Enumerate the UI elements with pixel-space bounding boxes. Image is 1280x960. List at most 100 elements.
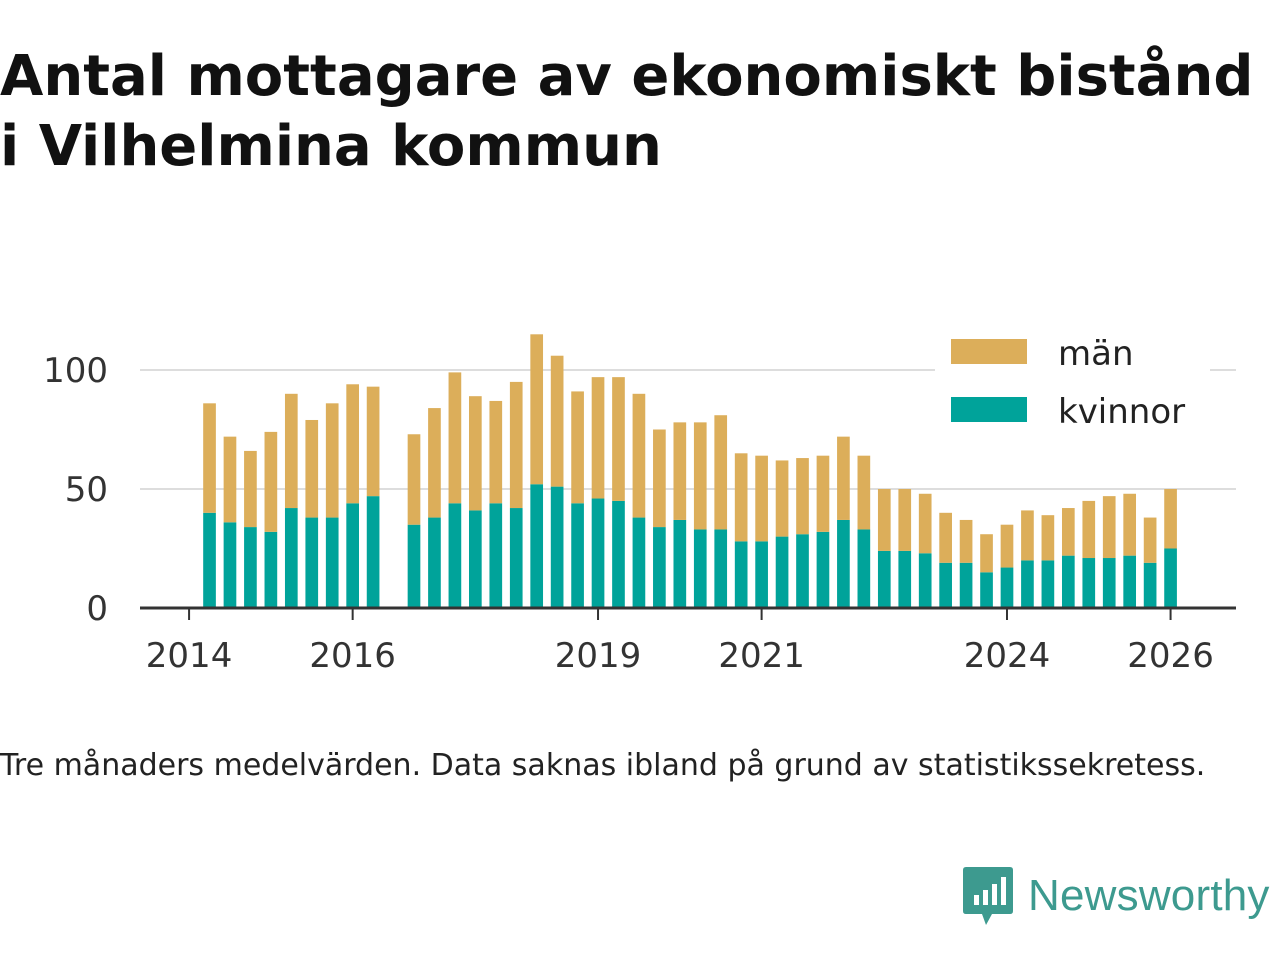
bar-man-20 <box>591 377 605 499</box>
x-tick-label-2024: 2024 <box>964 636 1051 676</box>
bar-kvinnor-37 <box>939 562 952 608</box>
chart-caption: Tre månaders medelvärden. Data saknas ib… <box>0 748 1206 783</box>
bar-kvinnor-24 <box>673 519 687 608</box>
bar-kvinnor-32 <box>837 519 850 608</box>
bar-man-35 <box>898 489 912 551</box>
chart-svg: 0 50 100 2014 2016 2019 2021 2024 2026 män kvin… <box>43 330 1236 676</box>
bar-man-45 <box>1102 496 1116 559</box>
bar-kvinnor-41 <box>1021 560 1034 608</box>
bar-kvinnor-36 <box>918 553 932 608</box>
bar-man-47 <box>1143 517 1157 563</box>
legend-label-man: män <box>1058 334 1134 374</box>
bar-kvinnor-30 <box>796 534 809 608</box>
bar-kvinnor-29 <box>775 536 789 608</box>
legend-swatch-man <box>951 339 1027 364</box>
bar-man-12 <box>428 408 441 518</box>
x-tick-label-2016: 2016 <box>309 636 396 676</box>
bar-kvinnor-9 <box>366 496 380 608</box>
legend: män kvinnor <box>935 330 1210 440</box>
bar-kvinnor-1 <box>203 512 216 608</box>
bar-man-48 <box>1164 489 1177 549</box>
bar-kvinnor-20 <box>591 498 605 608</box>
bar-man-32 <box>837 436 850 520</box>
bars <box>203 334 1177 608</box>
newsworthy-logo-icon <box>963 867 1013 925</box>
x-tick-label-2026: 2026 <box>1127 636 1214 676</box>
bar-man-18 <box>550 355 564 487</box>
bar-man-39 <box>980 534 993 573</box>
bar-kvinnor-21 <box>612 500 625 608</box>
bar-kvinnor-47 <box>1143 562 1157 608</box>
bar-kvinnor-39 <box>980 572 993 608</box>
bar-man-1 <box>203 403 216 513</box>
bar-man-28 <box>755 455 768 542</box>
bar-kvinnor-18 <box>550 486 564 608</box>
bar-man-8 <box>346 384 359 504</box>
bar-man-23 <box>653 429 666 528</box>
x-tick-label-2021: 2021 <box>718 636 805 676</box>
bar-kvinnor-17 <box>530 484 544 608</box>
bar-man-19 <box>571 391 584 504</box>
bar-kvinnor-13 <box>448 503 462 608</box>
x-tick-labels: 2014 2016 2019 2021 2024 2026 <box>146 636 1214 676</box>
y-tick-label-50: 50 <box>65 470 108 510</box>
bar-kvinnor-23 <box>653 527 666 608</box>
bar-kvinnor-33 <box>857 529 871 608</box>
legend-swatch-kvinnor <box>951 397 1027 422</box>
x-tick-label-2019: 2019 <box>555 636 642 676</box>
bar-man-29 <box>775 460 789 537</box>
y-tick-labels: 0 50 100 <box>43 351 108 629</box>
brand: Newsworthy <box>962 864 1270 928</box>
bar-kvinnor-22 <box>632 517 646 608</box>
bar-kvinnor-19 <box>571 503 584 608</box>
bar-man-44 <box>1082 500 1096 559</box>
bar-man-17 <box>530 334 544 485</box>
bar-man-7 <box>325 403 339 518</box>
x-tick-label-2014: 2014 <box>146 636 233 676</box>
bar-man-43 <box>1061 508 1075 556</box>
legend-label-kvinnor: kvinnor <box>1058 392 1185 432</box>
bar-man-37 <box>939 512 952 563</box>
bar-man-6 <box>305 419 319 518</box>
bar-kvinnor-16 <box>509 508 523 608</box>
bar-man-21 <box>612 377 625 501</box>
bar-man-42 <box>1041 515 1055 561</box>
bar-man-15 <box>489 400 503 504</box>
bar-kvinnor-11 <box>407 524 421 608</box>
bar-man-30 <box>796 458 809 535</box>
bar-man-3 <box>244 450 257 528</box>
bar-man-14 <box>469 396 482 511</box>
bar-man-24 <box>673 422 687 520</box>
bar-kvinnor-35 <box>898 550 912 608</box>
bar-man-13 <box>448 372 462 504</box>
bar-man-22 <box>632 393 646 518</box>
bar-man-11 <box>407 434 421 525</box>
bar-man-46 <box>1123 493 1137 556</box>
chart-title: Antal mottagare av ekonomiskt bistånd i … <box>0 44 1254 179</box>
bar-man-27 <box>734 453 748 542</box>
brand-name: Newsworthy <box>1028 871 1270 920</box>
bar-man-26 <box>714 415 728 530</box>
bar-kvinnor-43 <box>1061 555 1075 608</box>
bar-kvinnor-46 <box>1123 555 1137 608</box>
bar-kvinnor-45 <box>1102 558 1116 608</box>
bar-man-38 <box>959 519 973 563</box>
bar-man-40 <box>1000 524 1014 568</box>
bar-kvinnor-3 <box>244 527 257 608</box>
bar-kvinnor-15 <box>489 503 503 608</box>
bar-man-34 <box>877 489 891 551</box>
bar-kvinnor-31 <box>816 531 830 608</box>
bar-kvinnor-4 <box>264 531 278 608</box>
bar-man-5 <box>284 393 298 509</box>
y-tick-label-0: 0 <box>86 589 108 629</box>
bar-man-16 <box>509 381 523 509</box>
bar-kvinnor-7 <box>325 517 339 608</box>
bar-man-2 <box>223 436 237 523</box>
bar-kvinnor-40 <box>1000 567 1014 608</box>
bar-kvinnor-26 <box>714 529 728 608</box>
bar-kvinnor-8 <box>346 503 359 608</box>
bar-man-41 <box>1021 510 1034 561</box>
axes <box>140 606 1236 620</box>
bar-man-36 <box>918 493 932 554</box>
bar-kvinnor-48 <box>1164 548 1177 608</box>
